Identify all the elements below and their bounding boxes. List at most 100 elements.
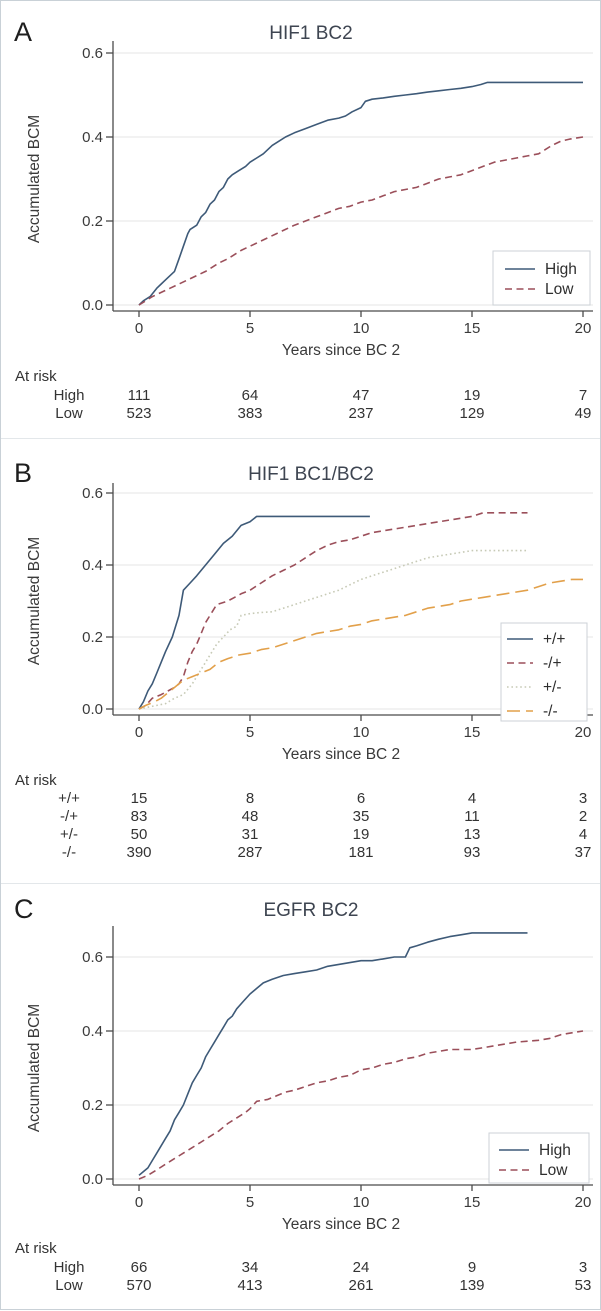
at-risk-value: 47 <box>353 387 370 404</box>
series-line-Low <box>138 1030 584 1180</box>
x-tick-label: 10 <box>353 724 370 741</box>
y-tick-label: 0.0 <box>82 1171 103 1188</box>
at-risk-value: 390 <box>126 844 151 861</box>
at-risk-row-label: Low <box>55 405 83 422</box>
at-risk-value: 4 <box>468 790 476 807</box>
at-risk-value: 181 <box>348 844 373 861</box>
legend-label-low: Low <box>539 1162 568 1179</box>
at-risk-table: At risk +/+ 15 8 6 4 3 -/+ 83 48 35 11 2… <box>15 772 591 861</box>
legend-label-minus-minus: -/- <box>543 703 558 720</box>
at-risk-table: At risk High 111 64 47 19 7 Low 523 383 … <box>15 368 591 422</box>
at-risk-value: 19 <box>353 826 370 843</box>
at-risk-value: 413 <box>237 1277 262 1294</box>
legend-label-high: High <box>539 1142 571 1159</box>
at-risk-row-label: +/+ <box>58 790 80 807</box>
panel-b: B HIF1 BC1/BC2 0.6 0.4 0.2 0.0 0 5 10 15… <box>1 438 600 883</box>
at-risk-value: 129 <box>459 405 484 422</box>
at-risk-value: 7 <box>579 387 587 404</box>
at-risk-value: 15 <box>131 790 148 807</box>
x-axis-title: Years since BC 2 <box>282 342 400 359</box>
x-tick-label: 0 <box>135 320 143 337</box>
panel-letter: C <box>14 894 34 924</box>
y-tick-label: 0.2 <box>82 629 103 646</box>
at-risk-value: 83 <box>131 808 148 825</box>
series-line--/+ <box>138 512 528 710</box>
at-risk-value: 570 <box>126 1277 151 1294</box>
at-risk-value: 11 <box>464 808 480 825</box>
x-tick-labels: 0 5 10 15 20 <box>135 320 592 337</box>
legend-label-plus-plus: +/+ <box>543 631 565 648</box>
at-risk-value: 6 <box>357 790 365 807</box>
y-axis-title: Accumulated BCM <box>26 115 43 243</box>
at-risk-value: 2 <box>579 808 587 825</box>
y-tick-label: 0.4 <box>82 557 103 574</box>
panel-a: A HIF1 BC2 0.6 0.4 0.2 0.0 0 5 10 15 20 … <box>1 1 600 438</box>
chart-title: HIF1 BC1/BC2 <box>248 464 374 485</box>
at-risk-value: 3 <box>579 1259 587 1276</box>
x-tick-label: 0 <box>135 724 143 741</box>
series-line-+/+ <box>138 515 370 710</box>
legend-label-high: High <box>545 261 577 278</box>
series-line-High <box>138 932 528 1176</box>
at-risk-value: 37 <box>575 844 592 861</box>
at-risk-value: 64 <box>242 387 259 404</box>
at-risk-value: 237 <box>348 405 373 422</box>
x-tick-label: 0 <box>135 1194 143 1211</box>
x-tick-labels: 0 5 10 15 20 <box>135 1194 592 1211</box>
y-tick-label: 0.0 <box>82 297 103 314</box>
y-axis-title: Accumulated BCM <box>26 537 43 665</box>
at-risk-row-label: -/+ <box>60 808 78 825</box>
series-line-High <box>138 81 583 306</box>
y-tick-label: 0.6 <box>82 485 103 502</box>
chart-title: EGFR BC2 <box>263 900 358 921</box>
x-axis-title: Years since BC 2 <box>282 1216 400 1233</box>
y-tick-labels: 0.6 0.4 0.2 0.0 <box>82 485 103 718</box>
legend-box <box>492 250 591 306</box>
panel-letter: A <box>14 17 32 47</box>
at-risk-value: 139 <box>459 1277 484 1294</box>
x-tick-label: 20 <box>575 724 592 741</box>
x-tick-labels: 0 5 10 15 20 <box>135 724 592 741</box>
at-risk-value: 111 <box>128 387 151 404</box>
y-axis-title: Accumulated BCM <box>26 1004 43 1132</box>
curves <box>138 932 584 1180</box>
at-risk-value: 35 <box>353 808 370 825</box>
y-tick-labels: 0.6 0.4 0.2 0.0 <box>82 949 103 1188</box>
at-risk-value: 13 <box>464 826 481 843</box>
legend-box <box>488 1132 590 1184</box>
axes <box>106 41 593 317</box>
y-tick-labels: 0.6 0.4 0.2 0.0 <box>82 45 103 314</box>
series-line-Low <box>138 136 584 306</box>
at-risk-header: At risk <box>15 1240 57 1257</box>
at-risk-value: 383 <box>237 405 262 422</box>
x-tick-label: 15 <box>464 320 481 337</box>
at-risk-value: 66 <box>131 1259 148 1276</box>
at-risk-value: 50 <box>131 826 148 843</box>
legend-label-plus-minus: +/- <box>543 679 562 696</box>
at-risk-value: 93 <box>464 844 481 861</box>
at-risk-value: 24 <box>353 1259 370 1276</box>
series-line--/- <box>138 578 583 710</box>
at-risk-header: At risk <box>15 368 57 385</box>
at-risk-row-label: High <box>54 1259 85 1276</box>
at-risk-value: 9 <box>468 1259 476 1276</box>
at-risk-value: 31 <box>242 826 259 843</box>
curves <box>138 81 584 306</box>
y-tick-label: 0.6 <box>82 949 103 966</box>
panel-c: C EGFR BC2 0.6 0.4 0.2 0.0 0 5 10 15 20 … <box>1 883 600 1311</box>
axes <box>106 926 593 1191</box>
at-risk-value: 48 <box>242 808 259 825</box>
panel-letter: B <box>14 458 32 488</box>
curves <box>138 512 583 710</box>
at-risk-value: 34 <box>242 1259 259 1276</box>
x-tick-label: 10 <box>353 320 370 337</box>
x-tick-label: 5 <box>246 320 254 337</box>
at-risk-row-label: +/- <box>60 826 78 843</box>
at-risk-row-label: -/- <box>62 844 76 861</box>
at-risk-value: 523 <box>126 405 151 422</box>
x-tick-label: 20 <box>575 1194 592 1211</box>
x-tick-label: 10 <box>353 1194 370 1211</box>
at-risk-value: 49 <box>575 405 592 422</box>
x-axis-title: Years since BC 2 <box>282 746 400 763</box>
